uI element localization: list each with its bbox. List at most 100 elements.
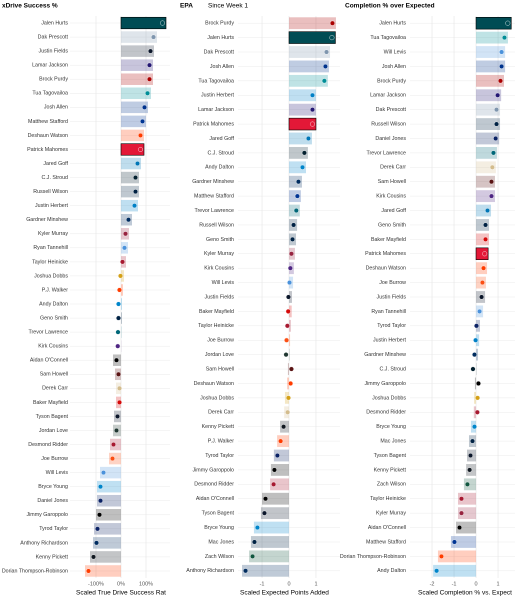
team-logo <box>499 63 505 69</box>
category-label: Daniel Jones <box>375 136 406 142</box>
bar <box>120 143 145 156</box>
category-label: Brock Purdy <box>377 78 406 84</box>
category-label: Ryan Tannehill <box>371 309 406 315</box>
team-logo <box>113 357 119 363</box>
category-label: Bryce Young <box>204 525 234 531</box>
bar <box>476 348 479 361</box>
category-label: Kenny Pickett <box>374 467 407 473</box>
bar <box>450 536 477 548</box>
category-label: Bryce Young <box>38 484 68 490</box>
bar <box>476 103 501 116</box>
bar <box>121 73 153 85</box>
team-logo <box>475 395 481 401</box>
bar <box>437 550 477 563</box>
category-label: Justin Fields <box>205 294 235 300</box>
bar <box>287 363 289 375</box>
team-logo <box>250 553 256 559</box>
category-label: Tua Tagovailoa <box>370 35 406 41</box>
bar <box>121 171 139 184</box>
category-label: Josh Allen <box>382 64 406 70</box>
team-logo <box>278 438 284 444</box>
bar <box>475 247 489 260</box>
bar <box>289 132 312 145</box>
category-label: P.J. Walker <box>208 439 234 445</box>
category-label: Baker Mayfield <box>33 400 68 406</box>
category-label: Jalen Hurts <box>379 21 406 27</box>
bar <box>457 492 477 505</box>
category-label: Lamar Jackson <box>370 93 406 99</box>
category-label: Andy Dalton <box>205 165 234 171</box>
bar <box>476 175 495 188</box>
bar <box>289 175 302 188</box>
bar <box>121 31 157 43</box>
team-logo <box>97 484 103 490</box>
category-label: Jalen Hurts <box>41 20 68 26</box>
category-label: Jimmy Garoppolo <box>364 381 406 387</box>
bar <box>289 17 336 30</box>
team-logo <box>287 280 293 286</box>
team-logo <box>139 118 145 124</box>
team-logo <box>132 175 138 181</box>
category-label: C.J. Stroud <box>208 150 235 156</box>
team-logo <box>109 456 115 462</box>
team-logo <box>470 366 476 372</box>
team-logo <box>467 467 473 473</box>
team-logo <box>458 510 464 516</box>
x-axis-label: Scaled True Drive Success Rat <box>76 590 166 597</box>
bar <box>96 509 121 521</box>
category-label: Taylor Heinicke <box>370 496 406 502</box>
category-label: Kirk Cousins <box>376 194 406 200</box>
category-label: Geno Smith <box>206 237 234 243</box>
bar <box>85 565 121 577</box>
bar <box>476 118 501 130</box>
category-label: Zach Wilson <box>205 554 234 560</box>
bar <box>121 185 139 198</box>
category-label: Brock Purdy <box>39 77 68 83</box>
category-label: Dorian Thompson-Robinson <box>2 568 68 574</box>
bar <box>476 233 490 246</box>
team-logo <box>475 380 481 386</box>
category-label: Tua Tagovailoa <box>32 91 68 97</box>
category-label: Trevor Lawrence <box>366 150 406 156</box>
team-logo <box>483 222 489 228</box>
team-logo <box>137 132 143 138</box>
category-label: Sam Howell <box>206 366 234 372</box>
team-logo <box>300 164 306 170</box>
team-logo <box>481 265 487 271</box>
bar <box>289 46 331 58</box>
team-logo <box>254 525 260 531</box>
category-label: Aidan O'Connell <box>30 358 68 364</box>
bar <box>289 161 306 174</box>
bar <box>474 377 477 390</box>
category-label: Justin Herbert <box>35 203 68 209</box>
x-tick-label: 1 <box>497 581 500 587</box>
category-label: Kenny Pickett <box>36 554 69 560</box>
team-logo <box>505 20 511 26</box>
team-logo <box>274 453 280 459</box>
team-logo <box>494 121 500 127</box>
plot-background <box>70 16 170 578</box>
team-logo <box>117 273 123 279</box>
team-logo <box>263 496 269 502</box>
category-label: Anthony Richardson <box>186 568 234 574</box>
bar <box>476 31 508 44</box>
bar <box>457 507 477 520</box>
category-label: Ryan Tannehill <box>33 245 68 251</box>
bar <box>121 199 138 212</box>
team-logo <box>472 352 478 358</box>
bar <box>121 312 122 324</box>
team-logo <box>482 251 488 257</box>
team-logo <box>115 301 121 307</box>
team-logo <box>285 294 291 300</box>
team-logo <box>479 280 485 286</box>
category-label: Desmond Ridder <box>28 442 68 448</box>
team-logo <box>329 35 335 41</box>
category-label: Russell Wilson <box>33 189 68 195</box>
team-logo <box>285 409 291 415</box>
bar <box>474 391 477 404</box>
bar <box>287 377 289 390</box>
category-label: Baker Mayfield <box>199 309 234 315</box>
category-label: Mac Jones <box>208 539 234 545</box>
category-label: Kirk Cousins <box>204 266 234 272</box>
team-logo <box>284 323 290 329</box>
